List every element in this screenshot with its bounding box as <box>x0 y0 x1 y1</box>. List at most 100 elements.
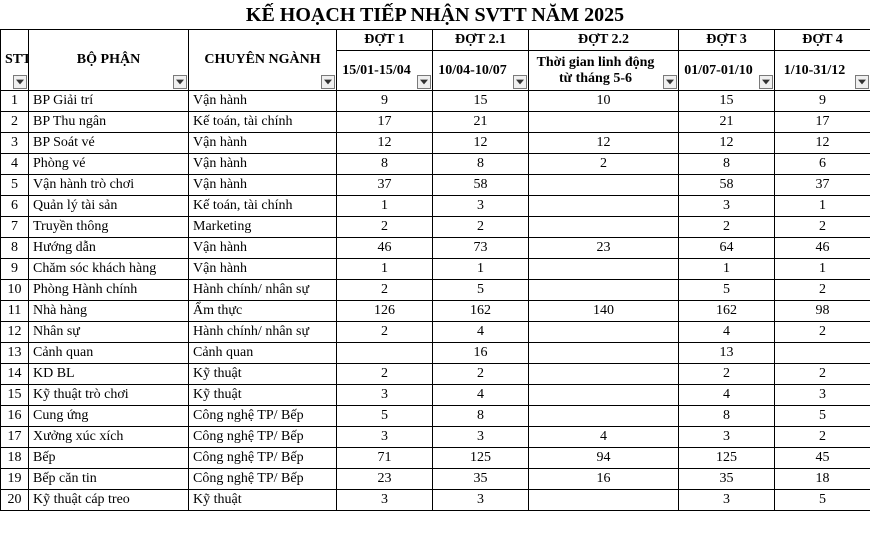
filter-button-chuyen-nganh[interactable] <box>321 75 335 89</box>
table-row: 12Nhân sựHành chính/ nhân sự2442 <box>1 322 870 343</box>
cell-bo-phan: Truyền thông <box>29 217 189 238</box>
cell-d3: 35 <box>679 469 775 490</box>
cell-chuyen-nganh: Công nghệ TP/ Bếp <box>189 406 337 427</box>
cell-d22 <box>529 280 679 301</box>
subheader-d4: 1/10-31/12 <box>775 51 870 91</box>
cell-stt: 4 <box>1 154 29 175</box>
cell-d4: 2 <box>775 280 870 301</box>
cell-bo-phan: KD BL <box>29 364 189 385</box>
cell-d22 <box>529 112 679 133</box>
table-row: 10Phòng Hành chínhHành chính/ nhân sự255… <box>1 280 870 301</box>
cell-bo-phan: BP Soát vé <box>29 133 189 154</box>
cell-d22: 16 <box>529 469 679 490</box>
cell-d22 <box>529 217 679 238</box>
cell-chuyen-nganh: Vận hành <box>189 154 337 175</box>
cell-d3: 64 <box>679 238 775 259</box>
cell-d3: 3 <box>679 196 775 217</box>
cell-chuyen-nganh: Cảnh quan <box>189 343 337 364</box>
cell-d4: 6 <box>775 154 870 175</box>
header-stt-label: STT <box>5 52 29 67</box>
header-dot21: ĐỢT 2.1 <box>433 30 529 51</box>
table-row: 4Phòng véVận hành88286 <box>1 154 870 175</box>
filter-button-d1[interactable] <box>417 75 431 89</box>
cell-d1: 3 <box>337 490 433 511</box>
filter-button-d3[interactable] <box>759 75 773 89</box>
cell-stt: 19 <box>1 469 29 490</box>
cell-d1: 1 <box>337 196 433 217</box>
cell-stt: 17 <box>1 427 29 448</box>
cell-d21: 12 <box>433 133 529 154</box>
subheader-d1-label: 15/01-15/04 <box>341 63 428 78</box>
cell-d3: 125 <box>679 448 775 469</box>
cell-d4: 2 <box>775 322 870 343</box>
table-row: 9Chăm sóc khách hàngVận hành1111 <box>1 259 870 280</box>
cell-d1: 2 <box>337 364 433 385</box>
cell-bo-phan: Vận hành trò chơi <box>29 175 189 196</box>
cell-chuyen-nganh: Marketing <box>189 217 337 238</box>
cell-stt: 15 <box>1 385 29 406</box>
cell-chuyen-nganh: Vận hành <box>189 175 337 196</box>
cell-d21: 21 <box>433 112 529 133</box>
table-row: 2BP Thu ngânKế toán, tài chính17212117 <box>1 112 870 133</box>
cell-d22 <box>529 490 679 511</box>
cell-chuyen-nganh: Công nghệ TP/ Bếp <box>189 427 337 448</box>
cell-d22 <box>529 175 679 196</box>
cell-stt: 2 <box>1 112 29 133</box>
cell-d21: 16 <box>433 343 529 364</box>
cell-d4: 37 <box>775 175 870 196</box>
cell-d4: 5 <box>775 406 870 427</box>
header-dot4: ĐỢT 4 <box>775 30 870 51</box>
table-row: 18BếpCông nghệ TP/ Bếp711259412545 <box>1 448 870 469</box>
filter-button-bo-phan[interactable] <box>173 75 187 89</box>
cell-chuyen-nganh: Kỹ thuật <box>189 490 337 511</box>
cell-d1: 71 <box>337 448 433 469</box>
table-row: 7Truyền thôngMarketing2222 <box>1 217 870 238</box>
cell-d22 <box>529 196 679 217</box>
subheader-d3: 01/07-01/10 <box>679 51 775 91</box>
cell-bo-phan: Chăm sóc khách hàng <box>29 259 189 280</box>
cell-stt: 20 <box>1 490 29 511</box>
cell-chuyen-nganh: Hành chính/ nhân sự <box>189 280 337 301</box>
cell-bo-phan: Nhà hàng <box>29 301 189 322</box>
cell-d22: 140 <box>529 301 679 322</box>
cell-chuyen-nganh: Kỹ thuật <box>189 385 337 406</box>
cell-d4: 18 <box>775 469 870 490</box>
cell-d1: 46 <box>337 238 433 259</box>
cell-d3: 21 <box>679 112 775 133</box>
filter-button-d4[interactable] <box>855 75 869 89</box>
table-row: 19Bếp căn tinCông nghệ TP/ Bếp2335163518 <box>1 469 870 490</box>
cell-bo-phan: Cảnh quan <box>29 343 189 364</box>
cell-d21: 15 <box>433 91 529 112</box>
cell-stt: 10 <box>1 280 29 301</box>
cell-bo-phan: Bếp căn tin <box>29 469 189 490</box>
cell-d21: 125 <box>433 448 529 469</box>
page-title: KẾ HOẠCH TIẾP NHẬN SVTT NĂM 2025 <box>0 0 870 29</box>
table-row: 14KD BLKỹ thuật2222 <box>1 364 870 385</box>
cell-d22: 12 <box>529 133 679 154</box>
table-row: 1BP Giải tríVận hành91510159 <box>1 91 870 112</box>
filter-button-d22[interactable] <box>663 75 677 89</box>
cell-d1 <box>337 343 433 364</box>
filter-button-stt[interactable] <box>13 75 27 89</box>
subheader-d3-label: 01/07-01/10 <box>683 63 770 78</box>
cell-d21: 58 <box>433 175 529 196</box>
cell-d3: 3 <box>679 490 775 511</box>
cell-bo-phan: Phòng Hành chính <box>29 280 189 301</box>
cell-d22 <box>529 385 679 406</box>
cell-chuyen-nganh: Kế toán, tài chính <box>189 112 337 133</box>
cell-d22: 94 <box>529 448 679 469</box>
cell-d4: 3 <box>775 385 870 406</box>
cell-stt: 7 <box>1 217 29 238</box>
table-row: 20Kỹ thuật cáp treoKỹ thuật3335 <box>1 490 870 511</box>
cell-d4: 2 <box>775 364 870 385</box>
cell-d4: 1 <box>775 259 870 280</box>
subheader-d21: 10/04-10/07 <box>433 51 529 91</box>
cell-d1: 23 <box>337 469 433 490</box>
cell-d3: 8 <box>679 154 775 175</box>
subheader-d1: 15/01-15/04 <box>337 51 433 91</box>
cell-d3: 162 <box>679 301 775 322</box>
cell-d1: 37 <box>337 175 433 196</box>
cell-d1: 5 <box>337 406 433 427</box>
cell-bo-phan: Quản lý tài sản <box>29 196 189 217</box>
filter-button-d21[interactable] <box>513 75 527 89</box>
